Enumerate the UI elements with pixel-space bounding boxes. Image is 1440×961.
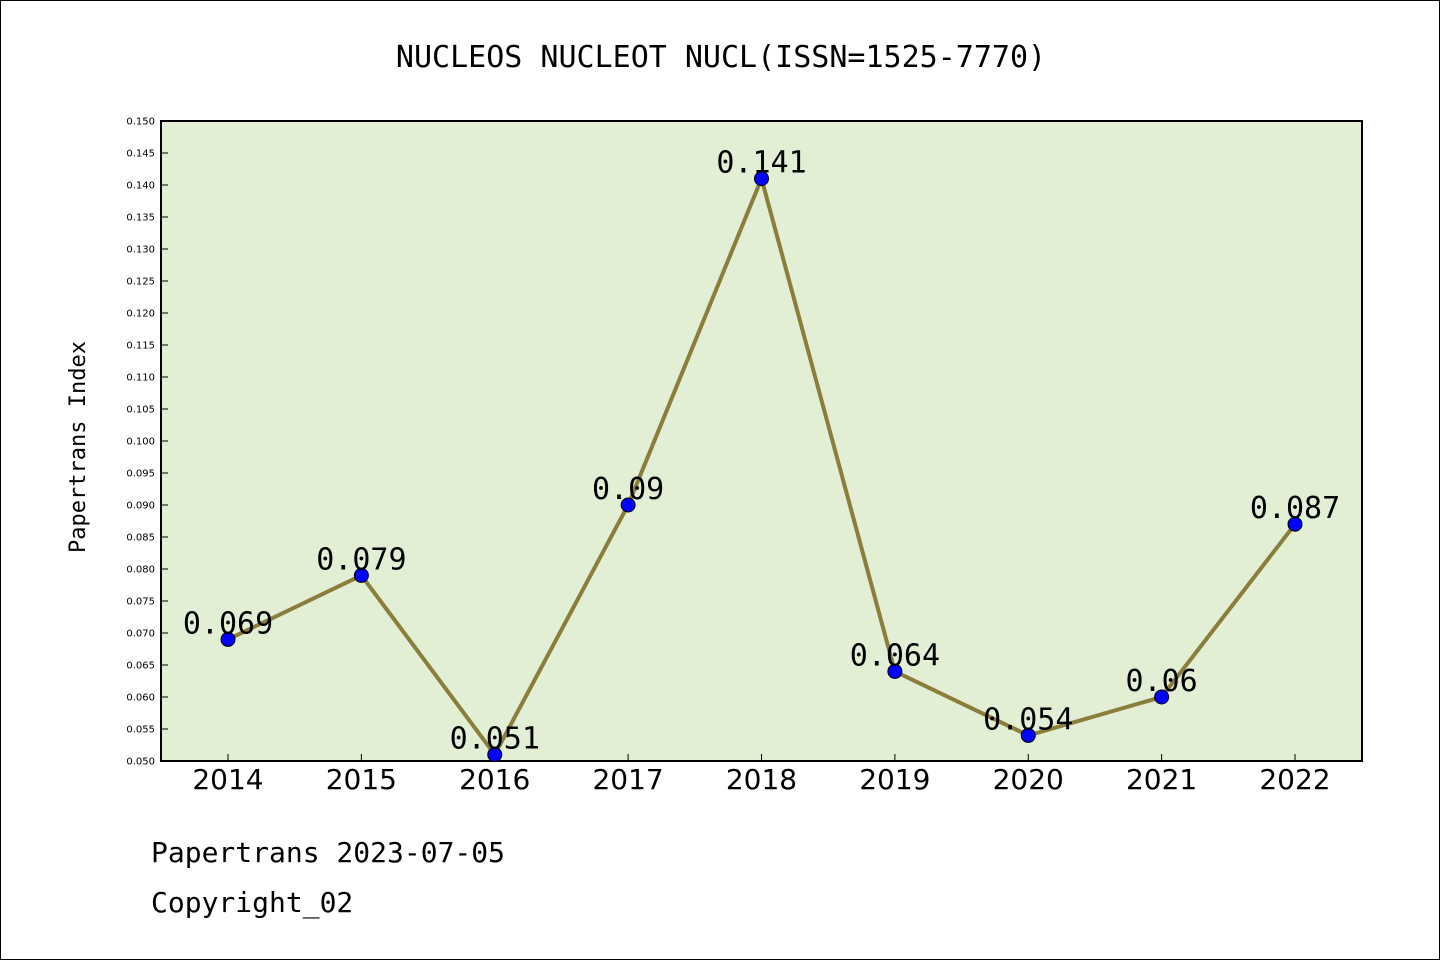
y-tick-label: 0.110 <box>126 373 155 384</box>
data-label: 0.069 <box>183 606 273 641</box>
y-tick-label: 0.055 <box>126 725 155 736</box>
y-tick-label: 0.130 <box>126 245 155 256</box>
data-label: 0.054 <box>983 702 1073 737</box>
y-tick-label: 0.145 <box>126 149 155 160</box>
y-axis-ticks: 0.050 0.055 0.060 0.065 0.070 0.075 0.080 0.085… <box>126 117 168 768</box>
y-tick-label: 0.050 <box>126 757 155 768</box>
y-tick-label: 0.060 <box>126 693 155 704</box>
y-tick-label: 0.140 <box>126 181 155 192</box>
y-tick-label: 0.070 <box>126 629 155 640</box>
y-tick-label: 0.125 <box>126 277 155 288</box>
footer-date-text: Papertrans 2023-07-05 <box>151 836 506 869</box>
data-point-marker <box>220 631 236 647</box>
data-label: 0.09 <box>592 472 664 507</box>
plot-area <box>160 120 1363 762</box>
data-label: 0.064 <box>850 638 940 673</box>
y-tick-label: 0.085 <box>126 533 155 544</box>
y-tick-label: 0.095 <box>126 469 155 480</box>
y-axis-label: Papertrans Index <box>66 341 91 553</box>
x-tick-label: 2018 <box>726 763 797 796</box>
data-label: 0.051 <box>450 722 540 757</box>
data-point-marker <box>754 171 769 187</box>
y-tick-label: 0.115 <box>126 341 155 352</box>
chart-title: NUCLEOS NUCLEOT NUCL(ISSN=1525-7770) <box>396 40 1046 75</box>
x-tick-label: 2020 <box>993 763 1064 796</box>
data-point-marker <box>353 567 369 583</box>
x-axis-ticks: 2014 2015 2016 2017 2018 2019 2020 2021 2022 <box>192 754 1331 796</box>
data-label: 0.087 <box>1250 491 1340 526</box>
data-point-marker <box>620 497 636 513</box>
y-tick-label: 0.120 <box>126 309 155 320</box>
data-point-marker <box>1154 689 1170 705</box>
x-tick-label: 2014 <box>192 763 263 796</box>
y-tick-label: 0.135 <box>126 213 155 224</box>
data-label: 0.06 <box>1126 664 1198 699</box>
x-tick-label: 2021 <box>1126 763 1197 796</box>
y-tick-label: 0.100 <box>126 437 155 448</box>
y-tick-label: 0.080 <box>126 565 155 576</box>
x-tick-label: 2016 <box>459 763 530 796</box>
data-point-marker <box>1020 727 1036 743</box>
y-tick-label: 0.065 <box>126 661 155 672</box>
data-label: 0.079 <box>316 542 406 577</box>
footer-copyright-text: Copyright_02 <box>151 886 354 919</box>
data-point-marker <box>487 747 503 763</box>
data-labels: 0.069 0.079 0.051 0.09 0.141 0.064 0.054 0.06 0.… <box>183 146 1340 757</box>
x-tick-label: 2019 <box>859 763 930 796</box>
y-tick-label: 0.075 <box>126 597 155 608</box>
x-tick-label: 2022 <box>1259 763 1330 796</box>
y-tick-label: 0.090 <box>126 501 155 512</box>
y-tick-label: 0.150 <box>126 117 155 128</box>
data-label: 0.141 <box>716 146 806 181</box>
data-point-marker <box>887 663 903 679</box>
y-tick-label: 0.105 <box>126 405 155 416</box>
x-tick-label: 2015 <box>326 763 397 796</box>
data-point-marker <box>1287 516 1303 532</box>
x-tick-label: 2017 <box>592 763 663 796</box>
series-markers <box>220 171 1303 763</box>
